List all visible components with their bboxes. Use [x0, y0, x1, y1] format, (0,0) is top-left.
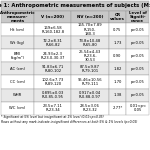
- Bar: [71, 36, 109, 49]
- Text: 95.46±10.56
R-79-111: 95.46±10.56 R-79-111: [78, 78, 102, 86]
- Bar: [71, 11, 109, 23]
- Text: BMI
(kg/m²): BMI (kg/m²): [11, 52, 25, 60]
- Bar: [34, 49, 71, 62]
- Bar: [34, 23, 71, 36]
- Text: 0.01<p<
0.05: 0.01<p< 0.05: [129, 104, 146, 112]
- Bar: [109, 102, 126, 115]
- Text: CR
values: CR values: [110, 13, 125, 21]
- Bar: [126, 49, 149, 62]
- Bar: [109, 62, 126, 75]
- Bar: [109, 11, 126, 23]
- Bar: [1, 75, 34, 88]
- Text: CC (cm): CC (cm): [10, 80, 25, 84]
- Bar: [1, 102, 34, 115]
- Text: 1.82: 1.82: [113, 67, 122, 71]
- Bar: [126, 36, 149, 49]
- Text: 0.895±0.03
R-0.85-0.95: 0.895±0.03 R-0.85-0.95: [42, 91, 64, 99]
- Text: Level of
Signifi-
cance: Level of Signifi- cance: [129, 11, 147, 23]
- Bar: [71, 88, 109, 102]
- Bar: [109, 88, 126, 102]
- Bar: [109, 49, 126, 62]
- Text: 73.8±10.48
R-65-80: 73.8±10.48 R-65-80: [79, 39, 101, 47]
- Text: p>0.05: p>0.05: [131, 41, 145, 45]
- Bar: [126, 102, 149, 115]
- Text: 25.54±4.43
R-23.6-
30.53: 25.54±4.43 R-23.6- 30.53: [79, 50, 101, 62]
- Bar: [126, 88, 149, 102]
- Text: 24.93±2.3
R-23.0-30.37: 24.93±2.3 R-23.0-30.37: [41, 52, 65, 60]
- Bar: [1, 49, 34, 62]
- Text: Anthropometric
measure-
ments: Anthropometric measure- ments: [0, 11, 35, 23]
- Text: NV (n=200): NV (n=200): [77, 15, 103, 19]
- Bar: [34, 75, 71, 88]
- Text: WHR: WHR: [13, 93, 22, 97]
- Text: AC (cm): AC (cm): [10, 67, 25, 71]
- Bar: [34, 11, 71, 23]
- Text: 165.70±7.89
R-150-
180.3: 165.70±7.89 R-150- 180.3: [78, 23, 102, 36]
- Bar: [1, 11, 34, 23]
- Bar: [126, 62, 149, 75]
- Text: * Significant at 5% level but insignificant at 1% level (0.01<p<0.05): * Significant at 5% level but insignific…: [1, 115, 103, 119]
- Text: 91.83±6.71
R-80-102: 91.83±6.71 R-80-102: [42, 65, 64, 73]
- Text: Table 1: Anthropometric measurements of subjects (M±SD): Table 1: Anthropometric measurements of …: [0, 3, 150, 8]
- Text: V (n=200): V (n=200): [41, 15, 64, 19]
- Text: WC (cm): WC (cm): [9, 106, 26, 110]
- Text: p>0.05: p>0.05: [131, 54, 145, 58]
- Text: 87.5±9.87
R-79-101: 87.5±9.87 R-79-101: [80, 65, 100, 73]
- Text: 2.77*: 2.77*: [112, 106, 123, 110]
- Text: 0.75: 0.75: [113, 28, 122, 32]
- Bar: [1, 23, 34, 36]
- Bar: [1, 1, 149, 10]
- Bar: [71, 23, 109, 36]
- Text: 1.38: 1.38: [113, 93, 122, 97]
- Text: 72.2±8.31
R-66-82: 72.2±8.31 R-66-82: [43, 39, 63, 47]
- Text: Wt (kg): Wt (kg): [11, 41, 25, 45]
- Bar: [34, 62, 71, 75]
- Bar: [71, 49, 109, 62]
- Text: 169±6.58
R-160-182.8: 169±6.58 R-160-182.8: [41, 26, 64, 34]
- Bar: [109, 23, 126, 36]
- Bar: [126, 23, 149, 36]
- Text: p>0.05: p>0.05: [131, 93, 145, 97]
- Bar: [71, 62, 109, 75]
- Text: p>0.05: p>0.05: [131, 28, 145, 32]
- Bar: [126, 11, 149, 23]
- Text: 28.5±3.06
R-23-32: 28.5±3.06 R-23-32: [80, 104, 100, 112]
- Bar: [1, 36, 34, 49]
- Text: 0.90: 0.90: [113, 54, 122, 58]
- Bar: [126, 75, 149, 88]
- Bar: [34, 36, 71, 49]
- Bar: [1, 88, 34, 102]
- Text: 1.73: 1.73: [113, 41, 122, 45]
- Bar: [71, 75, 109, 88]
- Text: Ht (cm): Ht (cm): [10, 28, 25, 32]
- Text: 1.70: 1.70: [113, 80, 122, 84]
- Bar: [71, 102, 109, 115]
- Text: p>0.05: p>0.05: [131, 80, 145, 84]
- Text: p>0.05: p>0.05: [131, 67, 145, 71]
- Bar: [109, 36, 126, 49]
- Text: 23.5±7.11
R-23-34: 23.5±7.11 R-23-34: [43, 104, 63, 112]
- Text: Rows without any mark indicate insignificant differences at both 5% & 1% levels : Rows without any mark indicate insignifi…: [1, 120, 137, 124]
- Bar: [34, 88, 71, 102]
- Text: 102.6±7.73
R-89-120: 102.6±7.73 R-89-120: [42, 78, 64, 86]
- Bar: [1, 62, 34, 75]
- Bar: [34, 102, 71, 115]
- Bar: [109, 75, 126, 88]
- Text: 0.917±0.04
R-0.88-0.97: 0.917±0.04 R-0.88-0.97: [79, 91, 101, 99]
